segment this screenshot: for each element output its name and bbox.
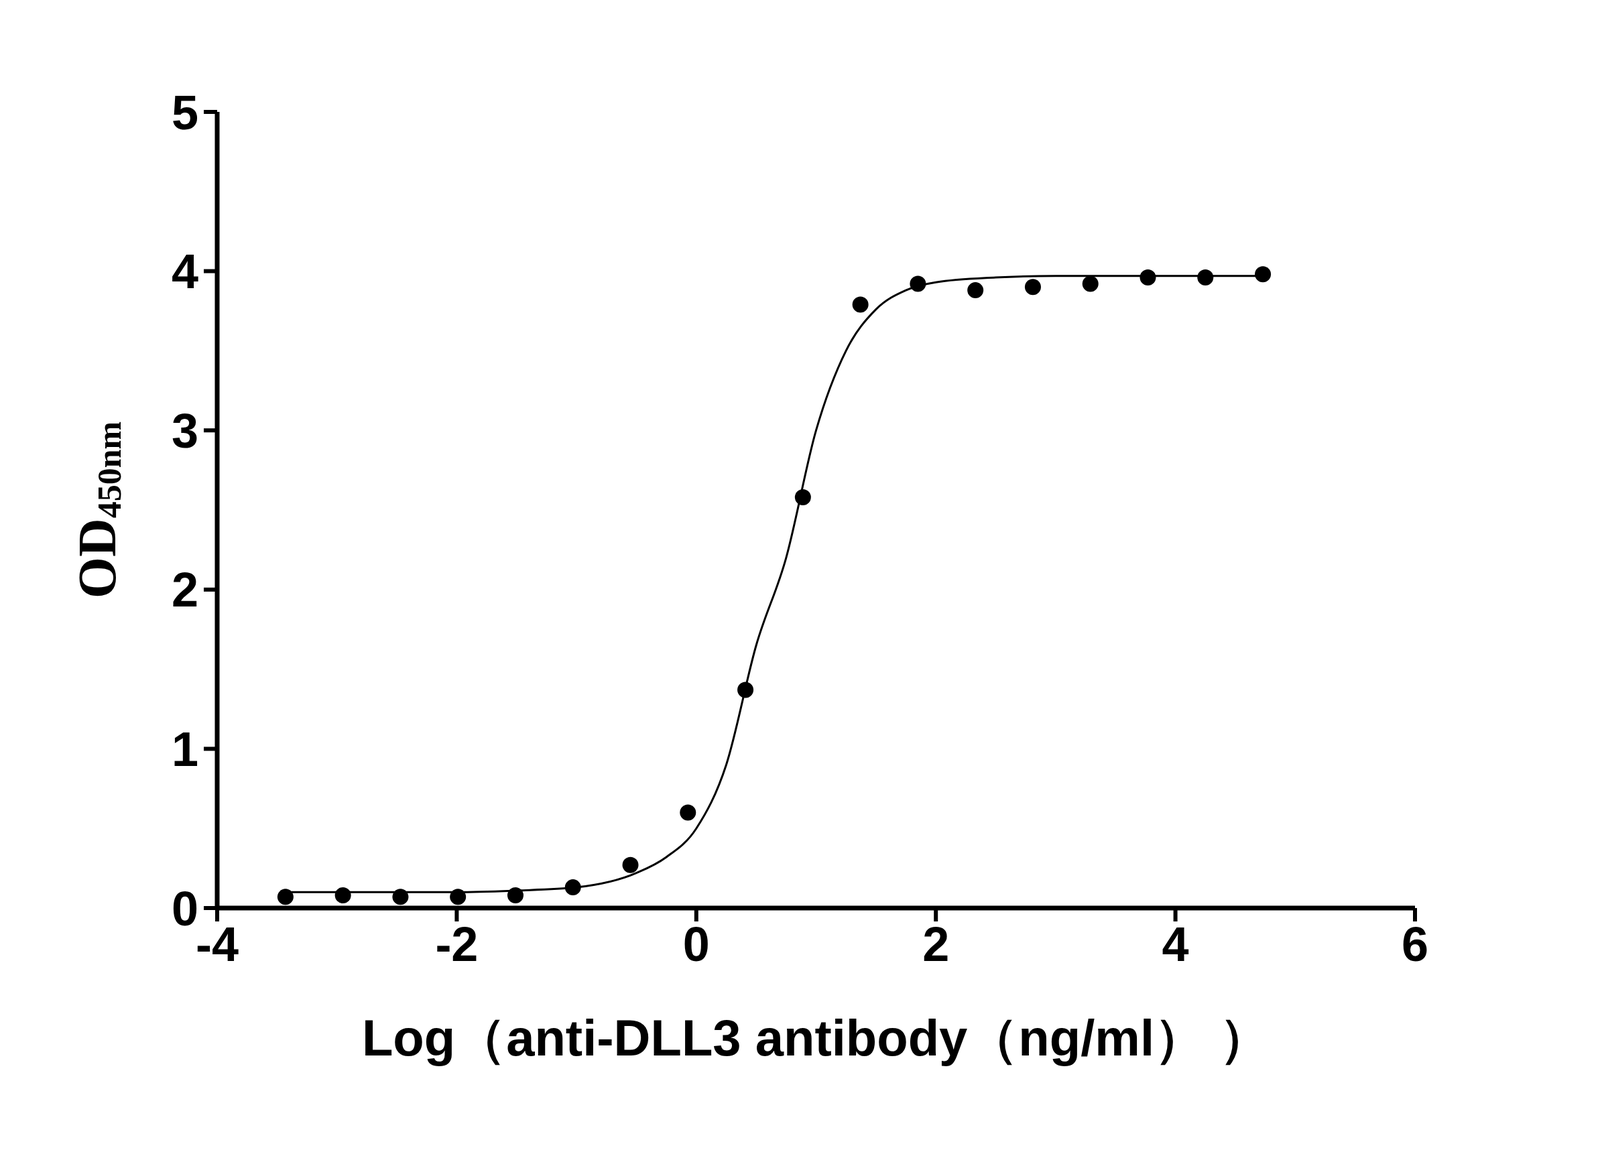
svg-text:OD450nm: OD450nm — [67, 421, 129, 599]
svg-text:2: 2 — [171, 563, 199, 617]
svg-text:-4: -4 — [195, 917, 239, 972]
svg-text:0: 0 — [171, 882, 199, 936]
svg-text:5: 5 — [171, 85, 199, 140]
svg-text:4: 4 — [1162, 917, 1190, 972]
svg-text:0: 0 — [683, 917, 710, 972]
svg-text:-2: -2 — [435, 917, 478, 972]
svg-text:2: 2 — [922, 917, 950, 972]
svg-text:1: 1 — [171, 722, 199, 777]
svg-text:Log（anti-DLL3 antibody（ng/ml）: Log（anti-DLL3 antibody（ng/ml） ） — [361, 1009, 1271, 1067]
svg-text:4: 4 — [171, 244, 199, 299]
svg-text:6: 6 — [1401, 917, 1429, 972]
svg-text:3: 3 — [171, 404, 199, 458]
